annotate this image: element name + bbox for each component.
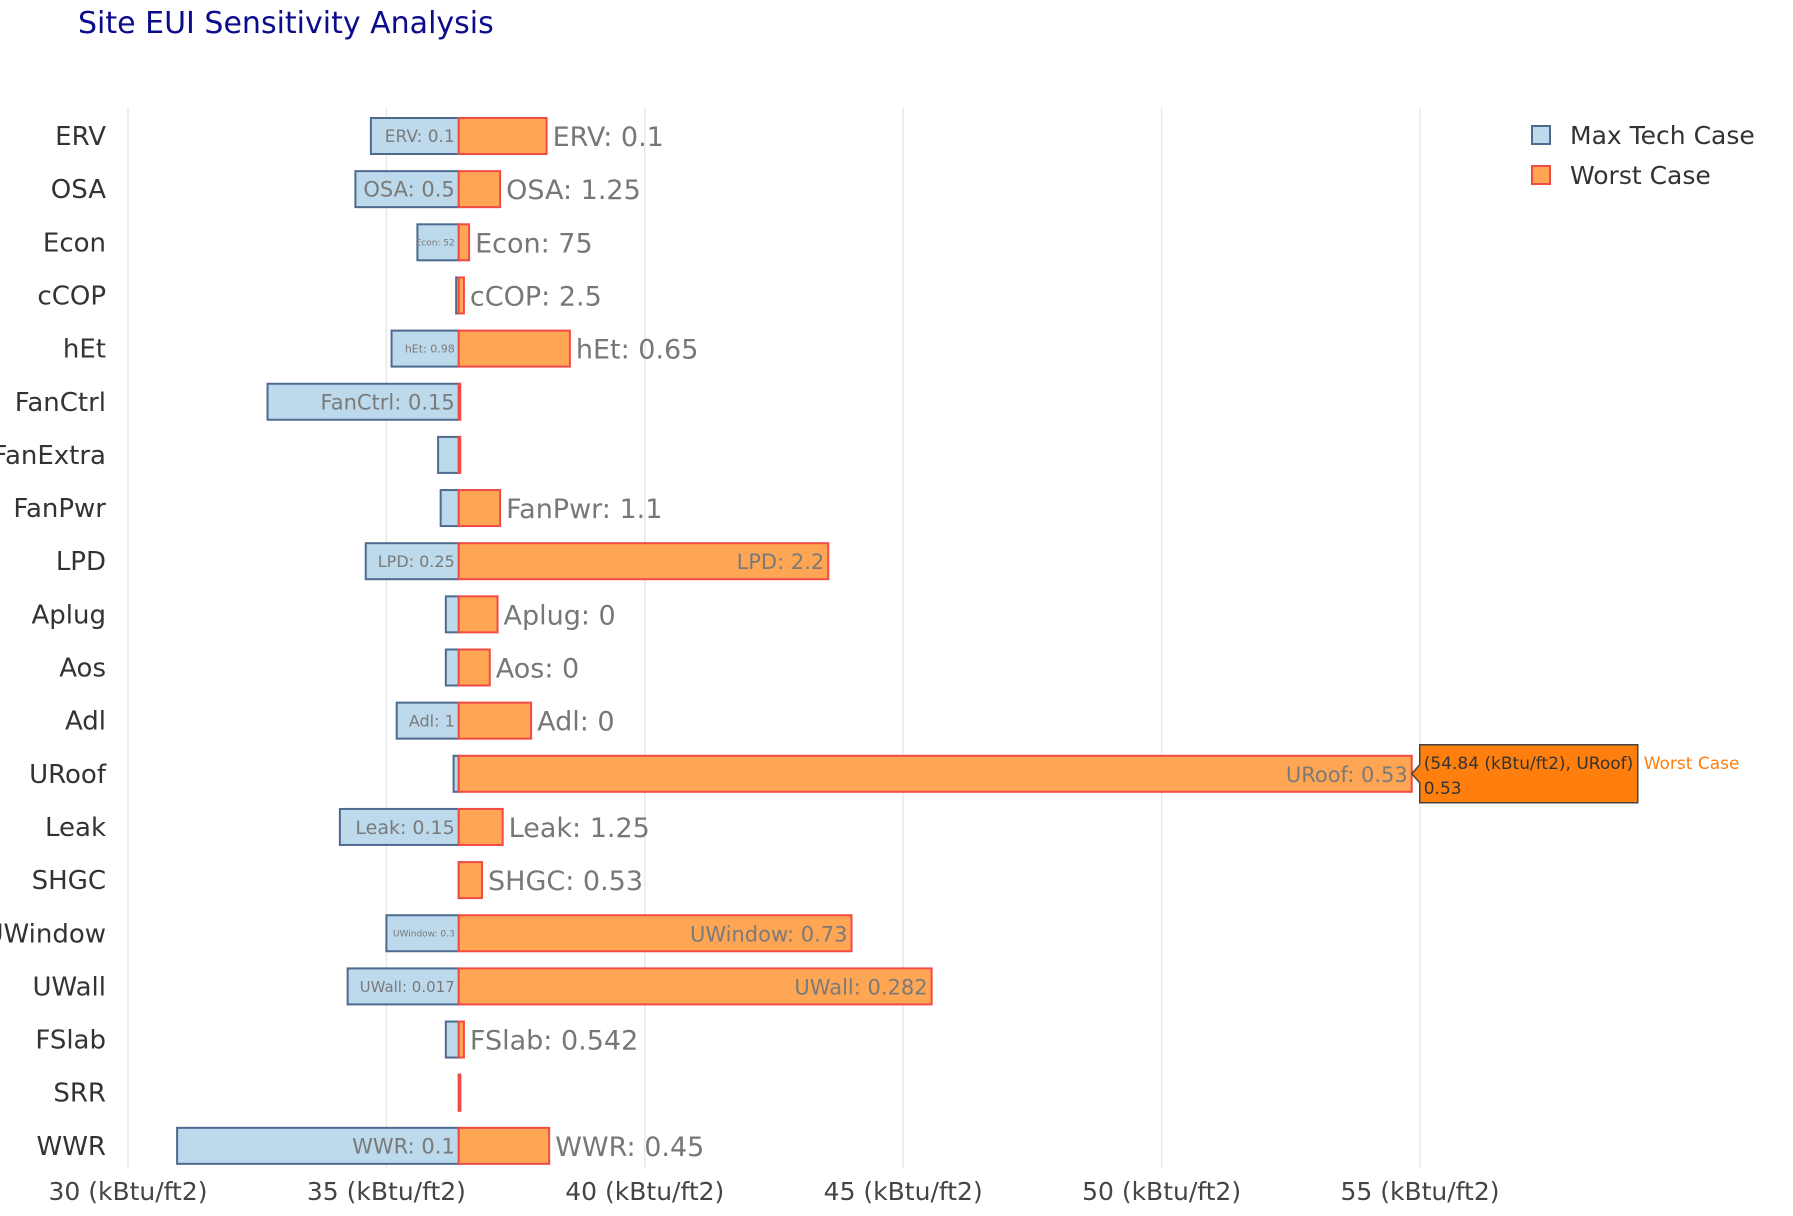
bar-max-tech (346, 967, 460, 1006)
bar-worst-case (457, 382, 462, 421)
bar-label-max-tech: UWall: 0.017 (360, 978, 455, 996)
bar-max-tech (176, 1126, 460, 1165)
bar-label-max-tech: hEt: 0.98 (405, 343, 455, 356)
bar-label-worst-case: SHGC: 0.53 (488, 866, 643, 897)
y-tick-label: WWR (37, 1132, 106, 1162)
chart-title: Site EUI Sensitivity Analysis (78, 6, 494, 41)
x-tick-label: 35 (kBtu/ft2) (307, 1177, 466, 1206)
bar-worst-case (457, 701, 533, 740)
bar-label-max-tech: ERV: 0.1 (385, 127, 455, 147)
bar-label-worst-case: UWindow: 0.73 (690, 922, 848, 946)
y-tick-label: Adl (65, 707, 106, 737)
bar-worst-case (457, 861, 484, 900)
bar-label-max-tech: LPD: 0.25 (378, 552, 455, 571)
x-tick-label: 50 (kBtu/ft2) (1082, 1177, 1241, 1206)
bar-worst-case (457, 967, 933, 1006)
bar-max-tech (439, 489, 460, 528)
bar-worst-case (457, 170, 502, 209)
bar-worst-case (457, 435, 462, 474)
bar-max-tech (437, 435, 460, 474)
bar-label-max-tech: UWindow: 0.3 (393, 929, 455, 939)
bar-label-worst-case: LPD: 2.2 (737, 550, 825, 574)
bar-worst-case (457, 914, 853, 953)
bar-label-max-tech: WWR: 0.1 (352, 1134, 455, 1158)
bar-worst-case (457, 223, 471, 262)
bar-label-worst-case: ERV: 0.1 (553, 122, 664, 153)
tooltip-series-name: Worst Case (1644, 754, 1740, 774)
bar-max-tech (390, 329, 460, 368)
bar-worst-case (457, 117, 548, 155)
bar-label-worst-case: FSlab: 0.542 (470, 1026, 638, 1057)
y-tick-label: Econ (43, 228, 106, 258)
bar-worst-case (457, 595, 499, 634)
bar-worst-case (457, 489, 502, 528)
legend-swatch-max-tech (1531, 125, 1551, 145)
bar-label-worst-case: Aos: 0 (496, 654, 579, 685)
bar-label-worst-case: WWR: 0.45 (555, 1132, 704, 1163)
y-tick-label: SRR (53, 1079, 106, 1109)
bar-worst-case (457, 1126, 551, 1165)
bar-worst-case (457, 1073, 462, 1112)
y-tick-label: Aos (59, 654, 106, 684)
bar-label-worst-case: Aplug: 0 (504, 600, 616, 631)
x-tick-label: 55 (kBtu/ft2) (1340, 1177, 1499, 1206)
bar-max-tech (266, 382, 460, 421)
bar-label-max-tech: Leak: 0.15 (355, 817, 454, 839)
hover-tooltip (1410, 744, 1639, 804)
bar-max-tech (444, 1020, 460, 1059)
bar-label-worst-case: FanPwr: 1.1 (506, 494, 662, 525)
bar-worst-case (457, 542, 830, 581)
y-tick-label: OSA (51, 175, 106, 205)
tooltip-line-1: (54.84 (kBtu/ft2), URoof) (1424, 754, 1634, 774)
bar-label-max-tech: Econ: 52 (416, 239, 455, 249)
y-tick-label: LPD (56, 547, 106, 577)
bar-worst-case (457, 329, 571, 368)
legend-label-max-tech: Max Tech Case (1570, 121, 1755, 150)
bar-label-worst-case: URoof: 0.53 (1286, 763, 1408, 787)
y-tick-label: FSlab (35, 1026, 106, 1056)
y-tick-label: Aplug (32, 600, 107, 630)
bar-label-worst-case: cCOP: 2.5 (470, 281, 602, 312)
legend-label-worst-case: Worst Case (1570, 161, 1711, 190)
bar-label-worst-case: UWall: 0.282 (794, 975, 927, 999)
y-tick-label: cCOP (37, 281, 106, 311)
bar-worst-case (457, 754, 1413, 793)
bar-max-tech (444, 648, 460, 687)
y-tick-label: hEt (63, 335, 106, 365)
bar-label-max-tech: FanCtrl: 0.15 (321, 390, 455, 414)
y-tick-label: ERV (55, 122, 106, 152)
x-tick-label: 40 (kBtu/ft2) (565, 1177, 724, 1206)
bar-max-tech (444, 595, 460, 634)
bar-max-tech (354, 170, 460, 209)
tooltip-line-2: 0.53 (1424, 779, 1462, 799)
y-tick-label: SHGC (32, 866, 106, 896)
legend-swatch-worst-case (1531, 165, 1551, 185)
y-tick-label: Leak (45, 813, 106, 843)
y-tick-label: URoof (29, 760, 107, 790)
y-tick-label: FanPwr (13, 494, 106, 524)
bar-label-max-tech: Adl: 1 (409, 711, 455, 730)
bar-worst-case (457, 807, 504, 846)
x-tick-label: 45 (kBtu/ft2) (824, 1177, 983, 1206)
y-tick-label: UWindow (0, 919, 106, 949)
bar-max-tech (395, 701, 460, 740)
bar-label-worst-case: Leak: 1.25 (509, 813, 650, 844)
bar-label-worst-case: Adl: 0 (537, 707, 615, 738)
bar-label-worst-case: hEt: 0.65 (576, 335, 699, 366)
y-tick-label: FanCtrl (15, 388, 106, 418)
x-tick-label: 30 (kBtu/ft2) (48, 1177, 207, 1206)
y-tick-label: UWall (33, 972, 106, 1002)
bar-worst-case (457, 276, 465, 315)
y-tick-label: FanExtra (0, 441, 106, 471)
bar-max-tech (364, 542, 460, 581)
bar-label-worst-case: Econ: 75 (475, 228, 593, 259)
bar-label-worst-case: OSA: 1.25 (506, 175, 641, 206)
bar-worst-case (457, 648, 491, 687)
bar-worst-case (457, 1020, 465, 1059)
bar-label-max-tech: OSA: 0.5 (363, 178, 454, 202)
